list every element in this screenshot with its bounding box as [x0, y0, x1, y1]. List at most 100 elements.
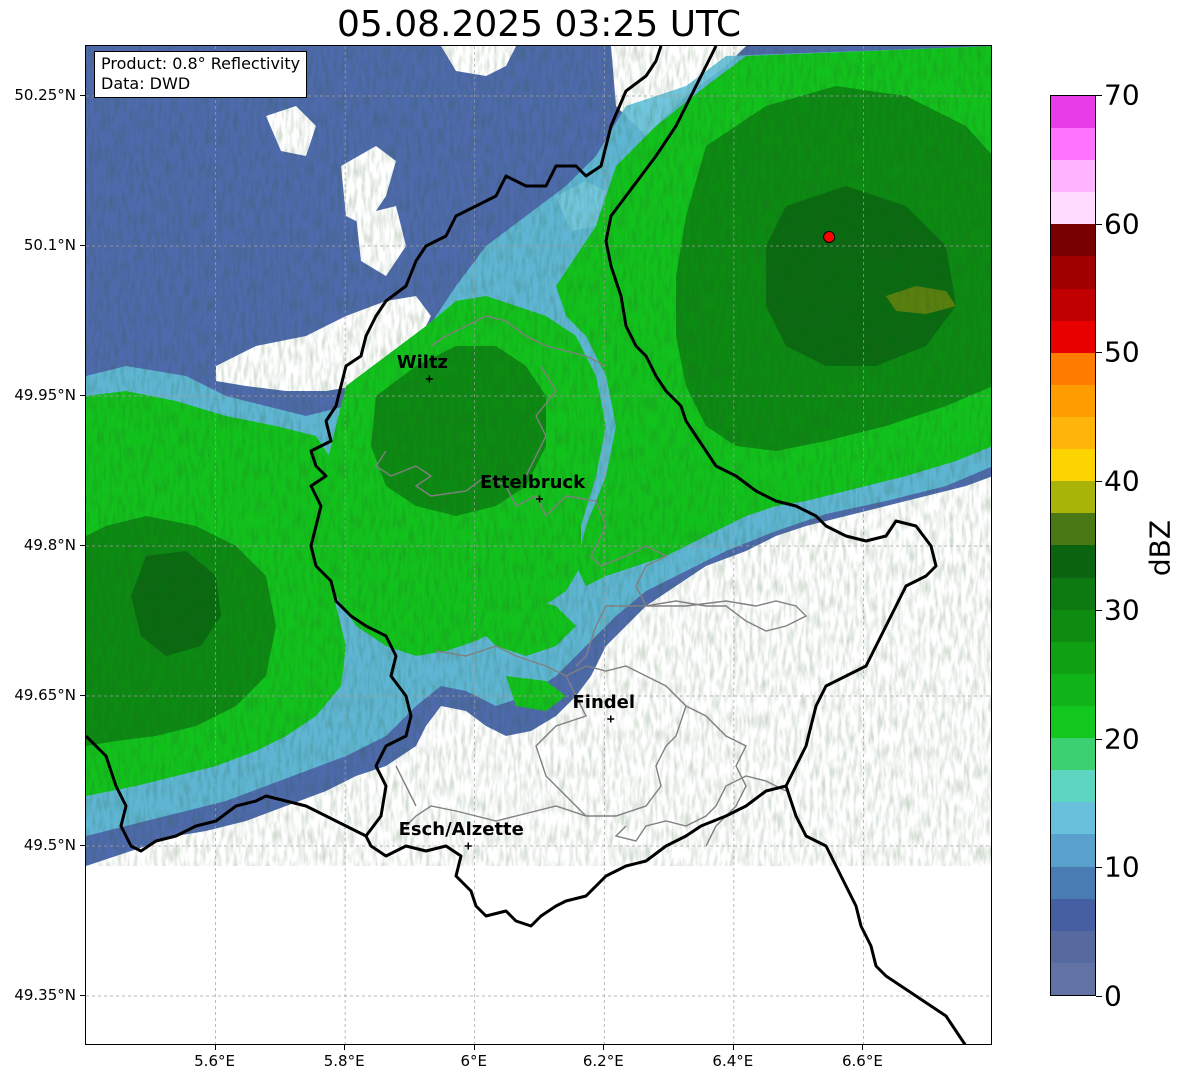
colorbar-segment	[1051, 224, 1095, 257]
colorbar-segment	[1051, 128, 1095, 161]
colorbar-segment	[1051, 513, 1095, 546]
lat-tick	[80, 545, 85, 546]
colorbar-segment	[1051, 352, 1095, 385]
colorbar-segment	[1051, 609, 1095, 642]
lat-tick	[80, 245, 85, 246]
precipitation-layer	[86, 46, 991, 866]
canton-boundary	[614, 775, 787, 842]
colorbar-segment	[1051, 641, 1095, 674]
lon-tick	[603, 1045, 605, 1050]
lat-tick-label: 49.35°N	[14, 986, 76, 1004]
colorbar-segment	[1051, 738, 1095, 771]
colorbar-tick	[1096, 352, 1102, 354]
data-source-label: Data: DWD	[101, 74, 191, 93]
chart-title: 05.08.2025 03:25 UTC	[336, 4, 742, 45]
lat-tick-label: 49.5°N	[23, 836, 76, 854]
product-label: Product: 0.8° Reflectivity	[101, 54, 301, 73]
lat-tick	[80, 695, 85, 696]
colorbar-segment	[1051, 898, 1095, 931]
canton-boundary	[375, 450, 808, 667]
colorbar-tick	[1096, 95, 1102, 96]
canton-boundary	[535, 675, 587, 817]
lat-tick-label: 49.8°N	[23, 536, 76, 554]
colorbar-tick	[1096, 996, 1102, 997]
lat-tick	[80, 845, 85, 846]
colorbar-tick-label: 30	[1104, 593, 1140, 627]
colorbar-segment	[1051, 288, 1095, 321]
colorbar-segment	[1051, 802, 1095, 835]
colorbar-tick	[1096, 609, 1102, 611]
lat-tick	[80, 995, 85, 996]
info-box: Product: 0.8° Reflectivity Data: DWD	[94, 51, 308, 98]
canton-boundary	[405, 645, 687, 827]
colorbar	[1050, 95, 1096, 996]
lon-tick-label: 6°E	[460, 1052, 487, 1070]
canton-boundary	[685, 705, 747, 847]
colorbar-tick-label: 70	[1104, 78, 1140, 112]
national-border	[309, 46, 938, 928]
colorbar-segment	[1051, 449, 1095, 482]
lon-tick-label: 5.8°E	[323, 1052, 365, 1070]
lon-tick-label: 6.6°E	[842, 1052, 883, 1070]
lon-tick	[473, 1045, 475, 1050]
lon-tick	[344, 1045, 346, 1050]
lon-tick-label: 5.6°E	[194, 1052, 235, 1070]
colorbar-segment	[1051, 95, 1095, 129]
colorbar-segment	[1051, 866, 1095, 899]
city-label: Ettelbruck	[479, 472, 586, 493]
colorbar-segment	[1051, 770, 1095, 803]
colorbar-segment	[1051, 481, 1095, 514]
radar-map[interactable]	[85, 45, 992, 1045]
city-label: Wiltz	[396, 352, 448, 373]
city-markers	[425, 375, 615, 850]
colorbar-tick	[1096, 223, 1102, 225]
colorbar-segment	[1051, 673, 1095, 707]
lat-tick-label: 50.1°N	[23, 236, 76, 254]
city-label: Esch/Alzette	[398, 819, 524, 840]
city-marker[interactable]	[425, 375, 433, 383]
canton-boundary	[525, 365, 557, 477]
colorbar-tick	[1096, 738, 1102, 740]
colorbar-segment	[1051, 256, 1095, 289]
lon-tick	[214, 1045, 216, 1050]
lat-tick	[80, 95, 85, 96]
colorbar-tick-label: 20	[1104, 722, 1140, 756]
lon-tick-label: 6.2°E	[582, 1052, 624, 1070]
colorbar-segment	[1051, 577, 1095, 610]
colorbar-tick-label: 60	[1104, 207, 1140, 241]
colorbar-segment	[1051, 834, 1095, 867]
city-marker[interactable]	[464, 842, 472, 850]
colorbar-label: dBZ	[1143, 519, 1177, 577]
colorbar-tick-label: 50	[1104, 335, 1140, 369]
lon-tick-label: 6.4°E	[712, 1052, 754, 1070]
lat-tick-label: 50.25°N	[14, 86, 76, 104]
colorbar-tick-label: 10	[1104, 850, 1140, 884]
radar-site-marker[interactable]	[823, 231, 836, 243]
colorbar-tick	[1096, 481, 1102, 483]
colorbar-segment	[1051, 545, 1095, 578]
city-marker[interactable]	[536, 495, 543, 503]
national-border	[86, 734, 367, 853]
city-label: Findel	[572, 692, 636, 713]
colorbar-tick	[1096, 867, 1102, 869]
lon-tick	[732, 1045, 734, 1050]
lat-tick-label: 49.95°N	[14, 386, 76, 404]
colorbar-segment	[1051, 417, 1095, 450]
colorbar-segment	[1051, 320, 1095, 353]
city-marker[interactable]	[607, 715, 615, 723]
colorbar-segment	[1051, 962, 1095, 995]
map-canvas	[86, 46, 991, 1044]
colorbar-segment	[1051, 706, 1095, 739]
colorbar-segment	[1051, 160, 1095, 193]
colorbar-segment	[1051, 930, 1095, 963]
colorbar-tick-label: 40	[1104, 464, 1140, 498]
lat-tick-label: 49.65°N	[14, 686, 76, 704]
canton-boundary	[395, 765, 417, 807]
national-border	[784, 785, 967, 1044]
colorbar-tick-label: 0	[1104, 979, 1122, 1013]
canton-boundary	[430, 315, 607, 367]
lon-tick	[862, 1045, 864, 1050]
colorbar-segment	[1051, 192, 1095, 225]
lat-tick	[80, 395, 85, 396]
colorbar-segment	[1051, 384, 1095, 418]
